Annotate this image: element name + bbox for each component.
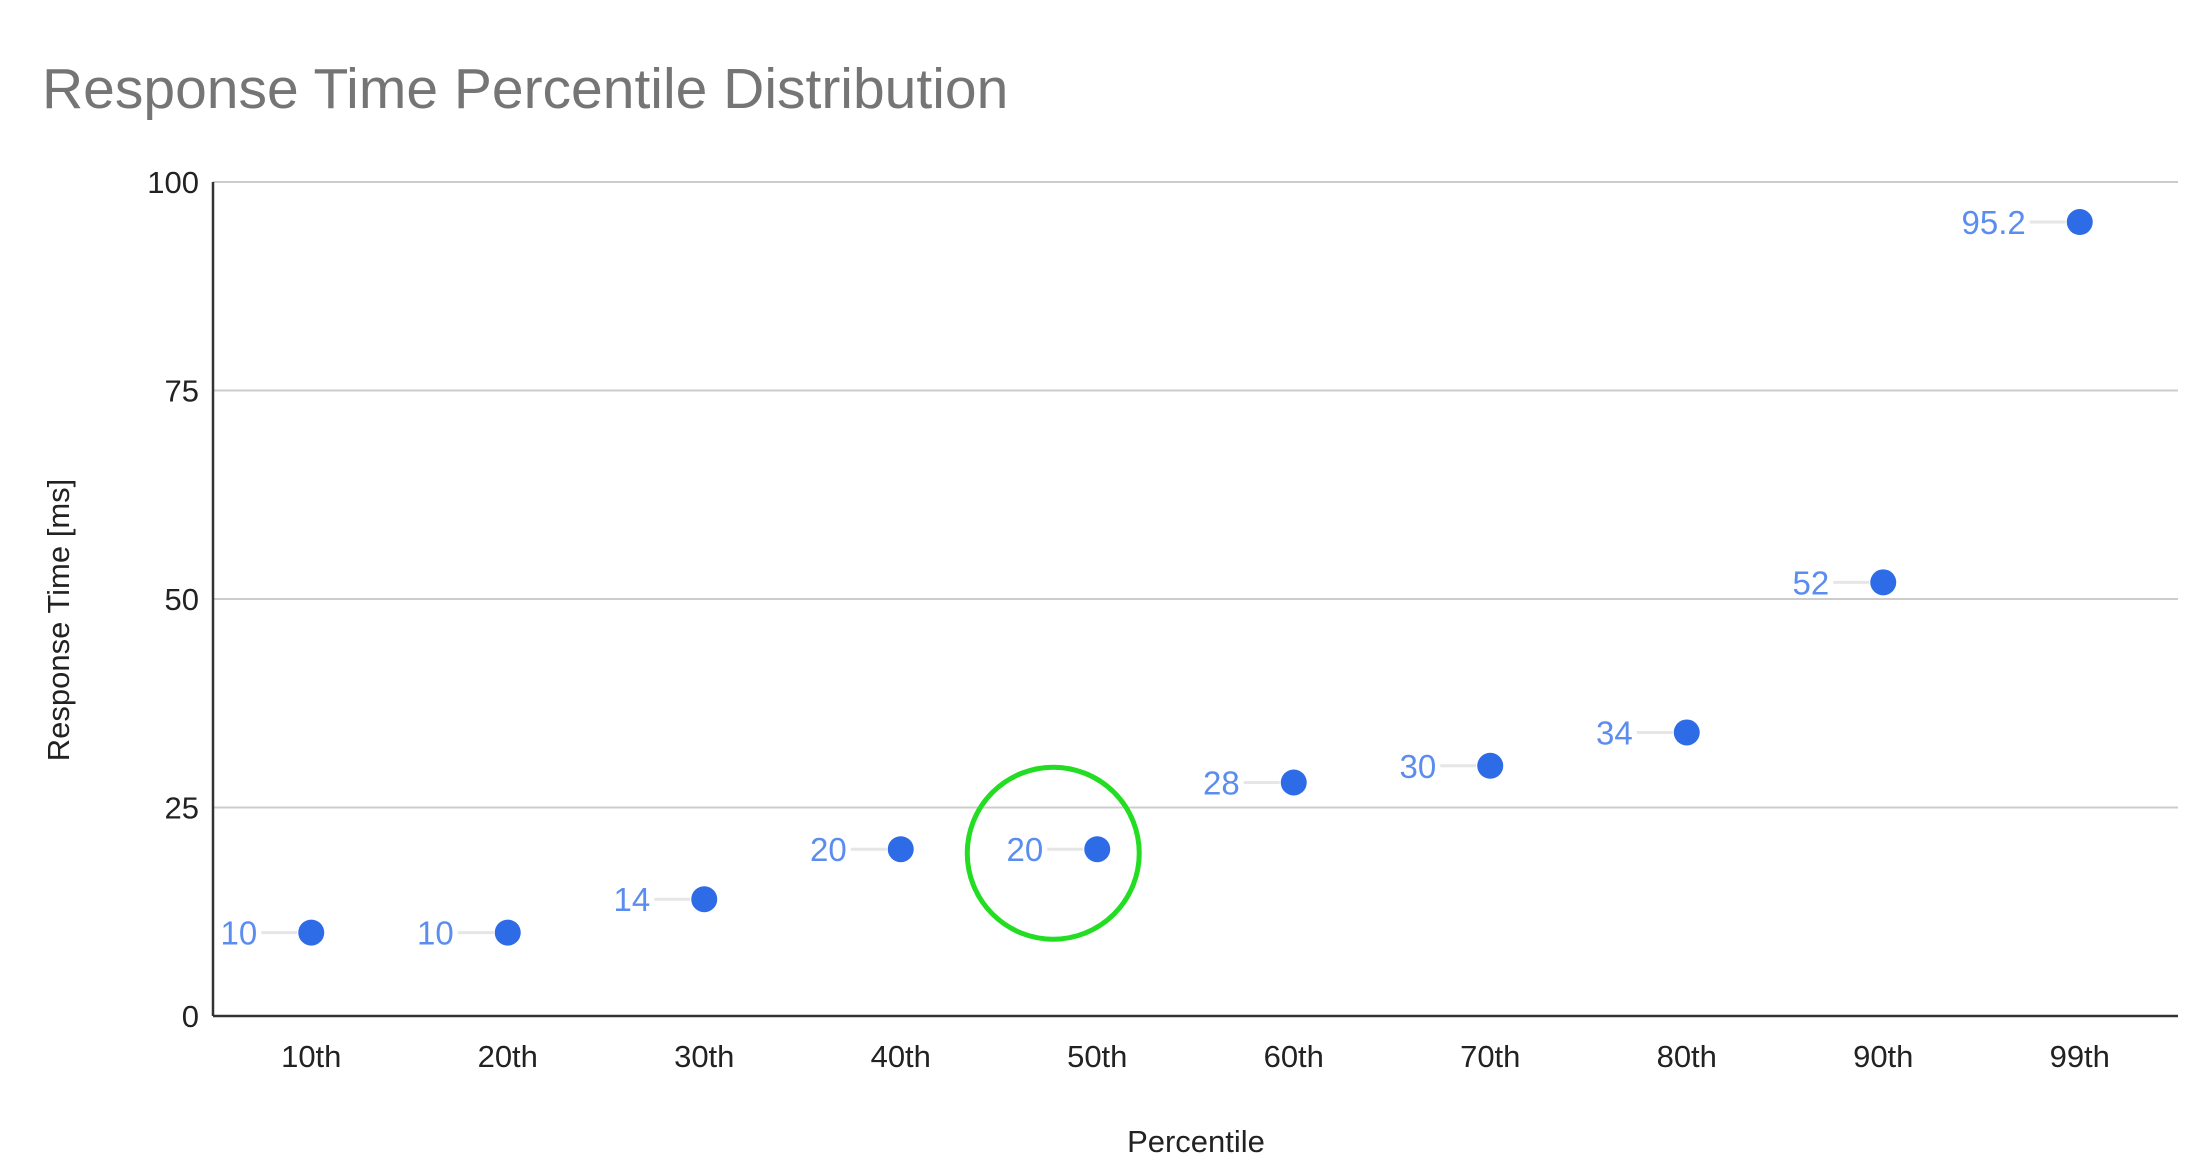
data-point: [887, 836, 914, 863]
data-point: [691, 886, 718, 913]
x-tick-label: 90th: [1853, 1039, 1913, 1074]
data-label: 10: [417, 915, 454, 952]
data-label: 10: [221, 915, 258, 952]
x-axis-ticks: 10th 20th 30th 40th 50th 60th 70th 80th 90th 99th: [281, 1039, 2110, 1074]
highlight: [964, 764, 1142, 942]
x-tick-label: 99th: [2050, 1039, 2110, 1074]
y-axis-ticks: 0 25 50 75 100: [147, 165, 199, 1034]
y-tick-label: 75: [165, 374, 199, 409]
y-tick-label: 0: [182, 999, 199, 1034]
data-point: [1477, 752, 1504, 779]
y-tick-label: 50: [165, 582, 199, 617]
chart-title: Response Time Percentile Distribution: [42, 57, 1008, 121]
data-label: 30: [1400, 748, 1437, 785]
x-tick-label: 10th: [281, 1039, 341, 1074]
data-label: 20: [1007, 831, 1044, 868]
data-label: 20: [810, 831, 847, 868]
y-axis-title: Response Time [ms]: [41, 479, 76, 762]
data-label: 52: [1793, 564, 1830, 601]
x-tick-label: 60th: [1264, 1039, 1324, 1074]
data-point: [494, 919, 521, 946]
data-point: [1084, 836, 1111, 863]
data-point: [2066, 209, 2093, 236]
y-tick-label: 25: [165, 791, 199, 826]
data-label: 34: [1596, 714, 1633, 751]
y-tick-label: 100: [147, 165, 199, 200]
x-tick-label: 80th: [1657, 1039, 1717, 1074]
data-point: [1870, 569, 1897, 596]
x-axis-title: Percentile: [1127, 1124, 1265, 1156]
x-tick-label: 50th: [1067, 1039, 1127, 1074]
x-tick-label: 70th: [1460, 1039, 1520, 1074]
x-tick-label: 20th: [478, 1039, 538, 1074]
data-label: 28: [1203, 764, 1240, 801]
gridlines: [213, 181, 2178, 809]
data-point: [298, 919, 325, 946]
axes: [211, 182, 2178, 1018]
x-tick-label: 30th: [674, 1039, 734, 1074]
x-tick-label: 40th: [871, 1039, 931, 1074]
data-label: 95.2: [1962, 204, 2026, 241]
series-points: 10 10 14 20 20 28 30 34 52 95.2: [221, 204, 2093, 952]
data-point: [1673, 719, 1700, 746]
data-label: 14: [614, 881, 651, 918]
highlight-circle: [964, 764, 1142, 942]
data-point: [1280, 769, 1307, 796]
